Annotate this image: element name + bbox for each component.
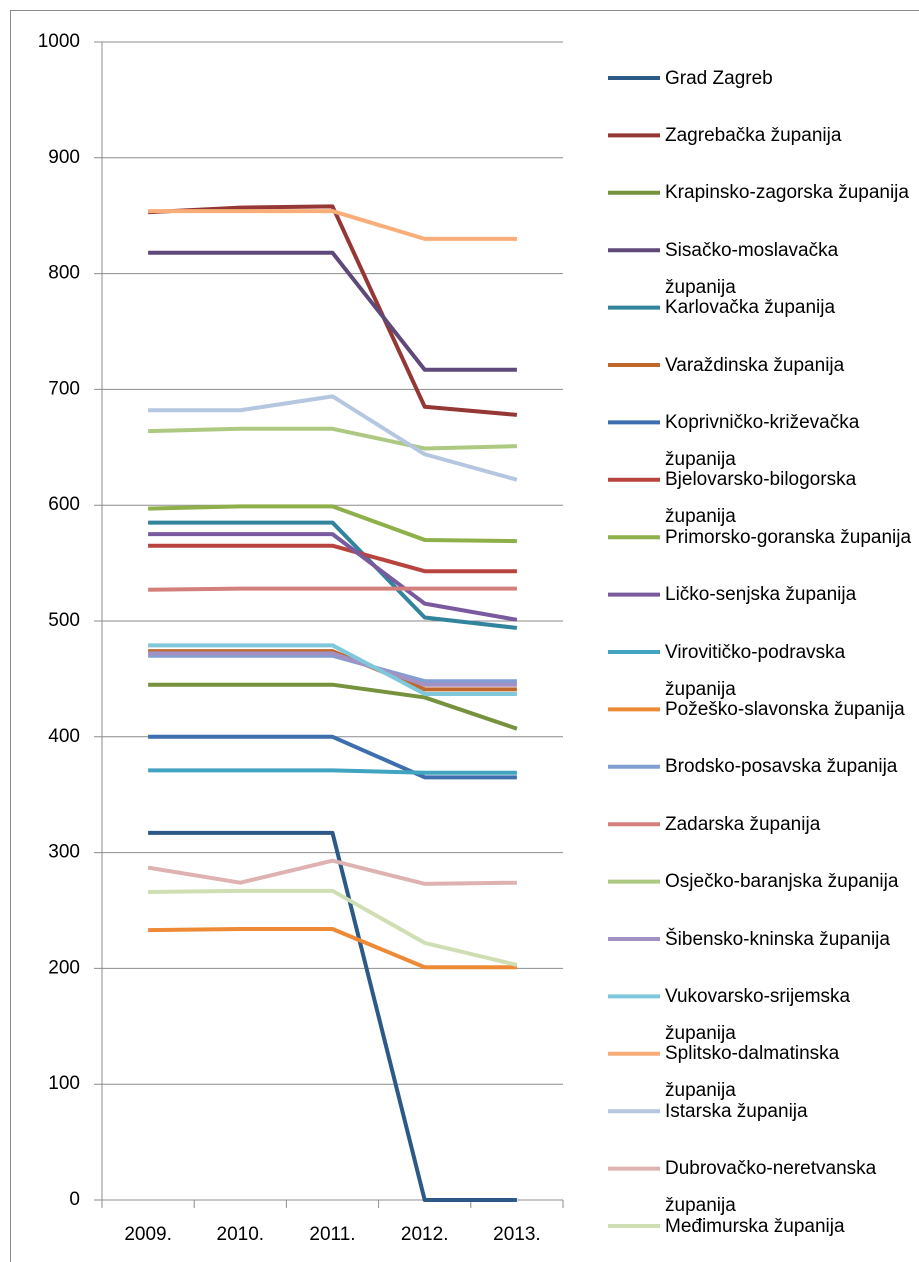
series-line (148, 426, 517, 451)
y-tick-label: 1000 (38, 31, 80, 52)
series-line (148, 543, 517, 574)
y-tick-label: 400 (48, 726, 80, 747)
series-line (148, 651, 517, 687)
legend-label: Sisačko-moslavačka županija (665, 239, 839, 298)
x-tick-label: 2013. (493, 1224, 541, 1245)
legend-label: Splitsko-dalmatinska županija (665, 1043, 840, 1102)
series-line (148, 586, 517, 592)
series-line (147, 858, 517, 886)
legend-label: Karlovačka županija (665, 297, 836, 319)
y-tick-label: 700 (48, 378, 80, 399)
legend-label: Osječko-baranjska županija (665, 871, 899, 893)
series-line (148, 394, 518, 482)
legend-label: Virovitičko-podravska županija (665, 641, 846, 700)
series-line (148, 649, 517, 692)
series-line (148, 927, 517, 970)
legend-label: Primorsko-goranska županija (665, 526, 912, 548)
series-line (148, 768, 517, 775)
legend-label: Vukovarsko-srijemska županija (665, 985, 851, 1044)
legend-label: Zagrebačka županija (665, 124, 842, 146)
chart-frame (10, 10, 919, 1262)
y-tick-label: 900 (48, 147, 80, 168)
series-line (148, 532, 518, 622)
legend-label: Ličko-senjska županija (665, 584, 857, 606)
series-line (148, 520, 518, 630)
y-tick-label: 800 (48, 263, 80, 284)
legend-label: Požeško-slavonska županija (665, 698, 905, 720)
y-tick-label: 200 (48, 957, 80, 978)
y-tick-label: 600 (48, 494, 80, 515)
y-tick-label: 500 (48, 610, 80, 631)
series-line (148, 830, 517, 1202)
series-line (148, 250, 517, 372)
legend-label: Šibensko-kninska županija (665, 928, 890, 950)
legend-label: Varaždinska županija (665, 354, 845, 376)
x-tick-label: 2010. (217, 1224, 265, 1245)
legend-label: Istarska županija (665, 1100, 808, 1122)
y-tick-label: 0 (69, 1189, 80, 1210)
legend-label: Brodsko-posavska županija (665, 756, 898, 778)
legend-label: Bjelovarsko-bilogorska županija (665, 469, 857, 528)
series-line (148, 653, 517, 684)
series-line (148, 682, 518, 731)
legend-label: Grad Zagreb (665, 67, 773, 89)
x-tick-label: 2009. (124, 1224, 172, 1245)
x-tick-label: 2012. (401, 1224, 449, 1245)
legend-label: Zadarska županija (665, 813, 821, 835)
y-tick-label: 100 (48, 1073, 80, 1094)
series-line (148, 209, 517, 241)
series-line (148, 888, 518, 967)
series-line (148, 504, 517, 544)
series-line (148, 734, 517, 780)
legend-label: Koprivničko-križevačka županija (665, 411, 860, 470)
y-tick-label: 300 (48, 842, 80, 863)
series-line (148, 643, 517, 696)
x-tick-label: 2011. (309, 1224, 355, 1245)
legend-label: Dubrovačko-neretvanska županija (665, 1158, 877, 1217)
legend-label: Krapinsko-zagorska županija (665, 182, 909, 204)
legend-label: Međimurska županija (665, 1215, 845, 1237)
